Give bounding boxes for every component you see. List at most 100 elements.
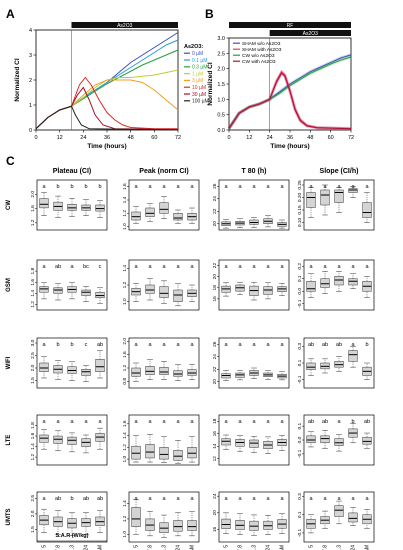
significance-letter: a — [337, 264, 341, 270]
box — [348, 350, 358, 362]
box — [159, 447, 169, 460]
y-tick-label: 3.0 — [217, 36, 225, 42]
significance-letter: ab — [308, 419, 314, 425]
y-tick-label: 1.8 — [30, 422, 36, 429]
significance-letter: a — [266, 496, 270, 502]
series-line — [35, 69, 179, 130]
y-tick-label: 1.2 — [122, 210, 128, 217]
x-tick-label: 0 — [34, 135, 37, 141]
box — [145, 207, 155, 217]
box-panel-frame — [128, 491, 200, 543]
panel-label-b: B — [205, 7, 214, 21]
box — [334, 276, 344, 286]
x-category-label: 24 — [176, 545, 182, 550]
y-tick-label: 2.0 — [30, 510, 36, 517]
legend-entry: 100 µM — [192, 99, 209, 105]
y-tick-label: 1.0 — [122, 223, 128, 230]
significance-letter: a — [176, 264, 180, 270]
legend-entry: CW w/o As2O3 — [242, 53, 275, 59]
box — [81, 289, 91, 296]
y-tick-label: 2.0 — [30, 191, 36, 198]
significance-letter: b — [56, 342, 59, 348]
y-tick-label: 0.8 — [122, 378, 128, 385]
y-tick-label: 1.2 — [122, 444, 128, 451]
y-tick-label: 0.1 — [297, 511, 303, 518]
column-title: Slope (CI/h) — [320, 168, 359, 175]
box — [131, 445, 141, 460]
significance-letter: ab — [322, 419, 328, 425]
legend-entry: 3 µM — [192, 78, 203, 84]
significance-letter: ab — [336, 342, 342, 348]
treatment-bar — [269, 30, 351, 36]
significance-letter: a — [42, 496, 46, 502]
significance-letter: a — [224, 264, 228, 270]
x-axis-label: S.A.R (W/kg) — [56, 533, 89, 539]
box — [173, 289, 183, 302]
significance-letter: a — [162, 342, 166, 348]
x-axis-label: Time (hours) — [87, 143, 126, 150]
y-tick-label: 1.4 — [122, 500, 128, 507]
significance-letter: a — [134, 342, 138, 348]
significance-letter: a — [42, 342, 46, 348]
significance-letter: a — [190, 419, 194, 425]
y-tick-label: 0.25 — [297, 180, 303, 190]
y-tick-label: 2 — [29, 78, 32, 84]
box-panel-frame — [36, 337, 108, 389]
significance-letter: a — [280, 184, 284, 190]
x-category-label: 24 — [351, 545, 357, 550]
x-tick-label: 24 — [80, 135, 86, 141]
significance-letter: a — [98, 419, 102, 425]
significance-letter: b — [365, 342, 368, 348]
y-tick-label: 18 — [212, 418, 218, 424]
box — [348, 512, 358, 523]
series-line — [228, 72, 352, 130]
y-tick-label: -0.1 — [297, 449, 303, 458]
box — [131, 211, 141, 221]
significance-letter: ab — [364, 419, 370, 425]
y-tick-label: 1.4 — [122, 265, 128, 272]
y-tick-label: 1.2 — [30, 219, 36, 226]
column-title: Peak (norm CI) — [139, 168, 188, 175]
significance-letter: a — [148, 264, 152, 270]
y-tick-label: 2.5 — [30, 495, 36, 502]
y-tick-label: 1.2 — [30, 301, 36, 308]
significance-letter: a — [252, 264, 256, 270]
box — [187, 520, 197, 531]
x-tick-label: 12 — [57, 135, 63, 141]
y-tick-label: 0.0 — [297, 436, 303, 443]
significance-letter: a — [238, 184, 242, 190]
y-tick-label: 1.2 — [30, 453, 36, 460]
box — [221, 518, 231, 529]
column-title: Plateau (CI) — [53, 168, 92, 175]
box-panel-frame — [303, 259, 375, 311]
x-tick-label: 48 — [128, 135, 134, 141]
box — [249, 439, 259, 448]
significance-letter: a — [42, 419, 46, 425]
legend-entry: SHAM with As2O3 — [242, 47, 282, 53]
y-tick-label: 18 — [212, 285, 218, 291]
box — [145, 444, 155, 459]
box — [334, 438, 344, 446]
significance-letter: a — [190, 342, 194, 348]
x-category-label: 7.8 — [56, 545, 62, 550]
y-tick-label: 0.3 — [297, 343, 303, 350]
significance-letter: a — [42, 184, 46, 190]
x-category-label: 24 — [266, 545, 272, 550]
legend-title: As2O3: — [184, 44, 203, 50]
box — [173, 213, 183, 221]
box — [334, 189, 344, 203]
significance-letter: a — [148, 496, 152, 502]
x-category-label: 5 — [42, 545, 48, 548]
y-tick-label: 1.5 — [30, 377, 36, 384]
box — [320, 189, 330, 206]
significance-letter: ab — [55, 496, 61, 502]
box — [67, 204, 77, 211]
y-tick-label: 1.6 — [30, 279, 36, 286]
series-band — [227, 70, 352, 131]
series-line — [35, 79, 179, 130]
y-tick-label: 1.4 — [30, 443, 36, 450]
box — [145, 284, 155, 294]
box — [320, 435, 330, 444]
treatment-bar-label: As2O3 — [117, 23, 133, 29]
box — [362, 436, 372, 445]
